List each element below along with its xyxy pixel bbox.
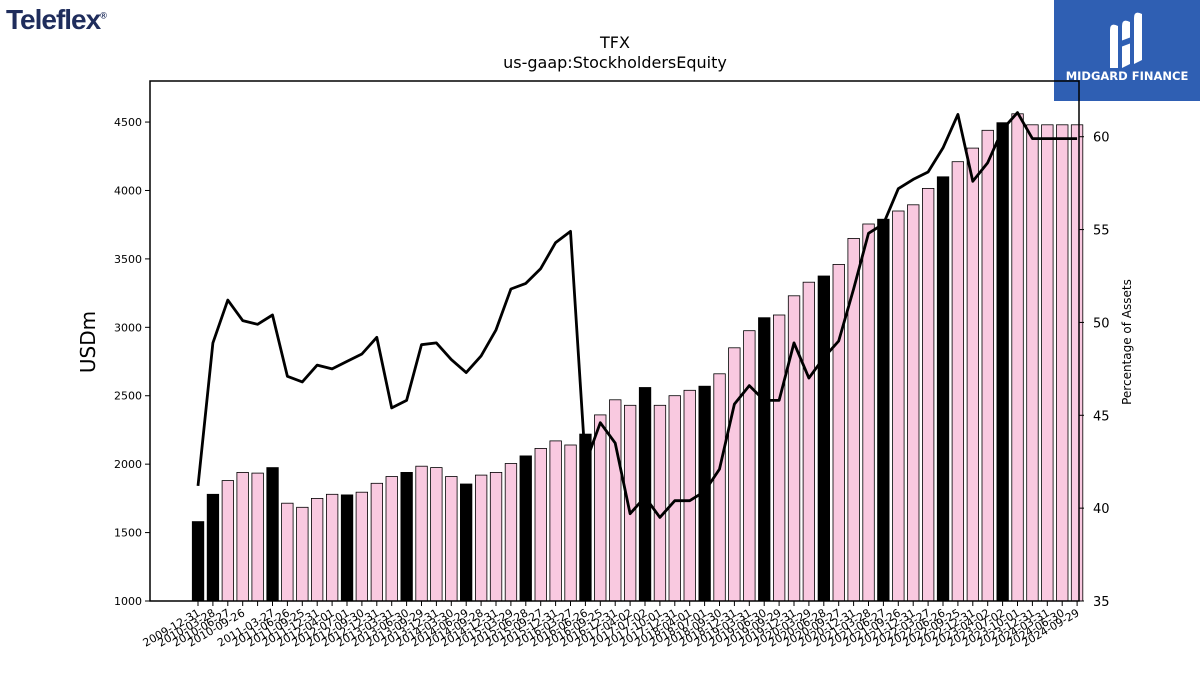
equity-bar xyxy=(951,161,964,602)
equity-bar xyxy=(817,275,830,602)
chart-title: TFX xyxy=(599,33,630,52)
equity-bar xyxy=(653,404,667,602)
percentage-of-assets-line xyxy=(196,111,1078,519)
equity-bar xyxy=(892,210,905,602)
equity-bar xyxy=(549,440,562,602)
equity-bar xyxy=(236,471,249,602)
equity-bar xyxy=(609,399,622,602)
y-tick-label: 3500 xyxy=(114,253,142,266)
y-tick-label: 4000 xyxy=(114,184,142,197)
equity-bar xyxy=(713,373,726,602)
equity-bar xyxy=(743,330,756,602)
equity-bar xyxy=(1026,124,1039,602)
equity-bar xyxy=(325,493,339,602)
equity-bar xyxy=(459,483,473,602)
chart-subtitle: us-gaap:StockholdersEquity xyxy=(503,53,727,72)
teleflex-logo-text: Teleflex xyxy=(6,4,101,35)
equity-bar xyxy=(400,471,413,602)
equity-bar xyxy=(668,395,681,602)
y2-tick-label: 60 xyxy=(1093,131,1110,146)
equity-bar xyxy=(624,404,637,602)
equity-bar xyxy=(385,476,398,602)
equity-bar xyxy=(981,129,994,602)
equity-bar xyxy=(296,506,309,602)
midgard-finance-label: MIDGARD FINANCE xyxy=(1065,69,1189,83)
equity-bar xyxy=(594,414,607,602)
midgard-logo-icon xyxy=(1110,12,1142,69)
equity-bar xyxy=(1070,124,1084,602)
equity-bar xyxy=(474,474,488,602)
equity-bar xyxy=(1011,113,1024,602)
equity-bar xyxy=(1056,124,1069,602)
y-tick-label: 1500 xyxy=(114,527,142,540)
equity-bar xyxy=(907,204,920,602)
y2-tick-label: 45 xyxy=(1093,409,1110,424)
equity-bar xyxy=(966,147,979,602)
equity-bar xyxy=(310,497,324,602)
equity-bar xyxy=(266,467,279,602)
y2-tick-label: 50 xyxy=(1093,316,1110,331)
equity-bar xyxy=(534,447,547,602)
y-axis-label: USDm xyxy=(76,311,100,373)
equity-bar xyxy=(728,347,741,602)
equity-bar xyxy=(773,314,786,602)
registered-mark: ® xyxy=(100,10,107,21)
equity-bar xyxy=(802,281,815,602)
equity-bar xyxy=(504,463,518,602)
equity-bar xyxy=(355,491,369,602)
equity-bar xyxy=(251,472,264,602)
equity-bar xyxy=(370,482,384,602)
y-tick-label: 2000 xyxy=(114,458,142,471)
equity-bar xyxy=(206,493,220,602)
equity-bar xyxy=(340,494,354,602)
equity-bar xyxy=(758,317,771,602)
equity-bar xyxy=(415,465,428,602)
teleflex-logo: Teleflex® xyxy=(6,4,107,36)
equity-bar xyxy=(832,263,845,602)
equity-bar xyxy=(445,476,458,602)
equity-bar xyxy=(519,455,532,602)
y-tick-label: 3000 xyxy=(114,321,142,334)
plot-frame xyxy=(149,80,1080,602)
y2-axis-label: Percentage of Assets xyxy=(1120,279,1134,405)
y-tick-label: 2500 xyxy=(114,390,142,403)
equity-bar xyxy=(638,387,652,602)
equity-bar xyxy=(877,218,890,602)
equity-bar xyxy=(489,471,503,602)
equity-bar xyxy=(281,502,294,602)
equity-bar xyxy=(936,176,950,602)
y-tick-label: 1000 xyxy=(114,595,142,608)
equity-bar xyxy=(683,389,696,602)
equity-bar xyxy=(430,467,443,602)
equity-bar xyxy=(564,444,577,602)
equity-bar xyxy=(922,187,935,602)
y2-tick-label: 35 xyxy=(1093,595,1110,610)
y2-tick-label: 55 xyxy=(1093,224,1110,239)
equity-bar xyxy=(221,480,235,602)
equity-bar xyxy=(996,122,1009,602)
equity-bar xyxy=(1041,124,1054,602)
equity-bar xyxy=(862,223,875,602)
y2-tick-label: 40 xyxy=(1093,502,1110,517)
equity-bar xyxy=(191,521,205,602)
y-tick-label: 4500 xyxy=(114,116,142,129)
